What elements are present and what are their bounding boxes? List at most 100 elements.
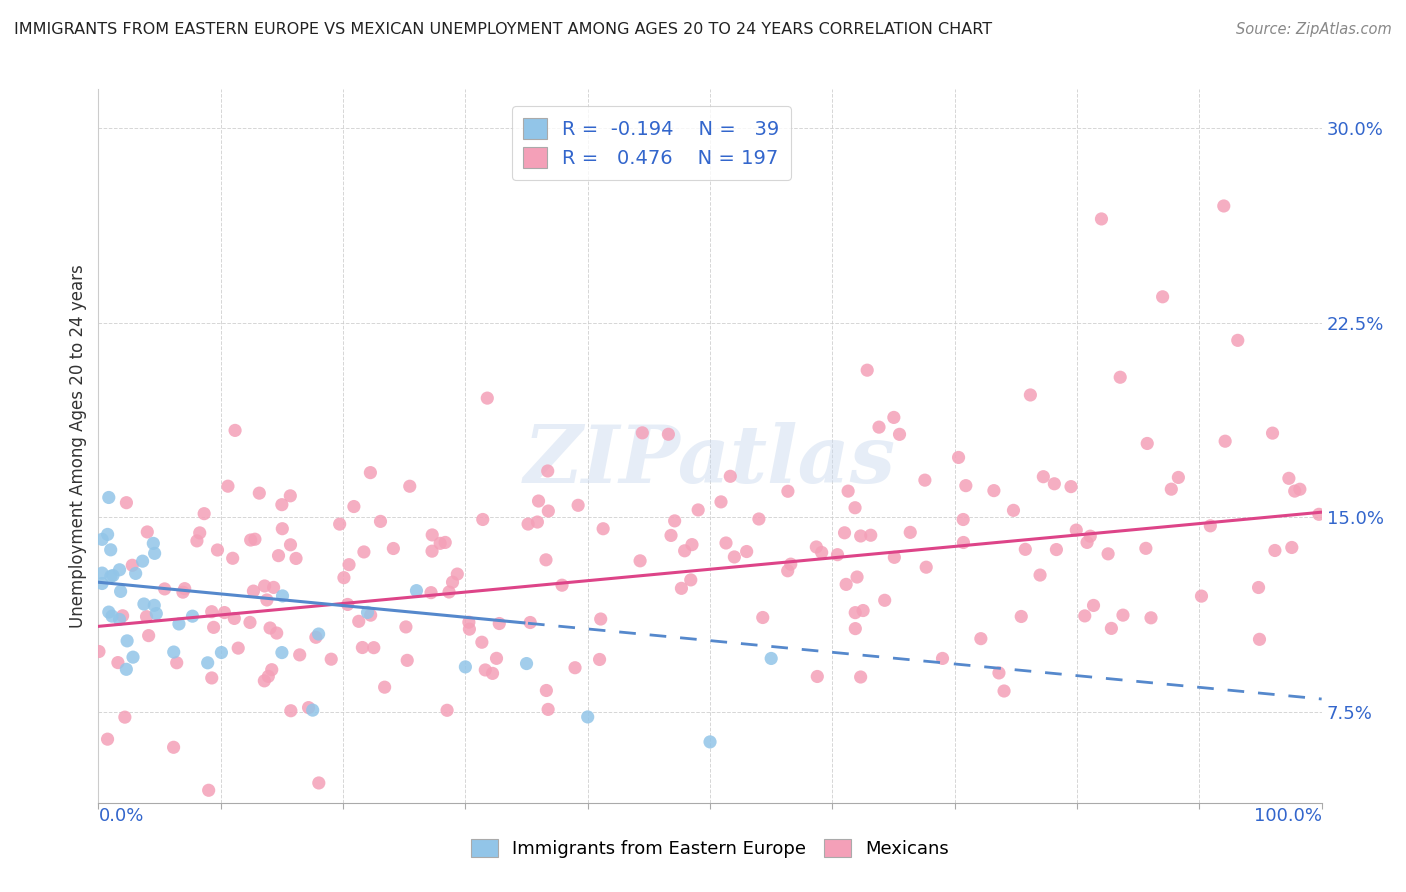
Point xyxy=(239,533,262,547)
Point xyxy=(718,469,741,483)
Point xyxy=(589,612,612,626)
Point xyxy=(297,700,319,714)
Point xyxy=(776,484,799,499)
Point xyxy=(873,593,896,607)
Point xyxy=(111,608,134,623)
Point xyxy=(806,669,828,683)
Point xyxy=(202,620,225,634)
Point xyxy=(405,583,427,598)
Point xyxy=(536,683,558,698)
Point xyxy=(1167,470,1189,484)
Point xyxy=(810,545,832,559)
Point xyxy=(110,584,132,599)
Point xyxy=(827,548,849,562)
Point xyxy=(224,611,246,625)
Point xyxy=(142,536,165,550)
Point xyxy=(859,528,882,542)
Point xyxy=(308,776,330,790)
Text: IMMIGRANTS FROM EASTERN EUROPE VS MEXICAN UNEMPLOYMENT AMONG AGES 20 TO 24 YEARS: IMMIGRANTS FROM EASTERN EUROPE VS MEXICA… xyxy=(14,22,993,37)
Point xyxy=(101,568,124,582)
Point xyxy=(1278,471,1301,485)
Point xyxy=(576,710,599,724)
Point xyxy=(454,660,477,674)
Point xyxy=(1014,542,1036,557)
Point xyxy=(488,616,510,631)
Point xyxy=(188,525,211,540)
Point xyxy=(266,626,288,640)
Point xyxy=(1191,589,1213,603)
Point xyxy=(1064,523,1087,537)
Point xyxy=(247,486,270,500)
Point xyxy=(97,491,120,505)
Point xyxy=(217,479,239,493)
Point xyxy=(420,528,443,542)
Point xyxy=(1078,529,1101,543)
Point xyxy=(1045,542,1067,557)
Text: Source: ZipAtlas.com: Source: ZipAtlas.com xyxy=(1236,22,1392,37)
Point xyxy=(471,512,494,526)
Point xyxy=(735,544,758,558)
Point xyxy=(197,656,219,670)
Point xyxy=(527,494,550,508)
Point xyxy=(1289,482,1312,496)
Point xyxy=(270,646,294,660)
Point xyxy=(201,671,224,685)
Point xyxy=(806,540,828,554)
Point xyxy=(260,663,283,677)
Point xyxy=(193,507,215,521)
Point xyxy=(551,578,574,592)
Point xyxy=(280,538,302,552)
Point xyxy=(1112,608,1135,623)
Point xyxy=(114,710,136,724)
Point xyxy=(952,512,974,526)
Point xyxy=(931,651,953,665)
Point xyxy=(115,496,138,510)
Point xyxy=(664,514,686,528)
Point xyxy=(138,629,160,643)
Point xyxy=(474,663,496,677)
Point xyxy=(263,581,285,595)
Point xyxy=(983,483,1005,498)
Point xyxy=(336,598,359,612)
Point xyxy=(253,673,276,688)
Point xyxy=(852,603,875,617)
Point xyxy=(181,609,204,624)
Point xyxy=(537,702,560,716)
Point xyxy=(87,644,110,658)
Point xyxy=(592,522,614,536)
Point xyxy=(163,645,186,659)
Point xyxy=(1043,476,1066,491)
Point xyxy=(723,549,745,564)
Point xyxy=(353,545,375,559)
Point xyxy=(748,512,770,526)
Point xyxy=(124,566,146,581)
Point xyxy=(91,533,114,547)
Point xyxy=(1212,199,1234,213)
Point xyxy=(278,489,301,503)
Point xyxy=(1074,608,1097,623)
Point xyxy=(308,627,330,641)
Point xyxy=(471,635,494,649)
Point xyxy=(889,427,911,442)
Point xyxy=(434,535,457,549)
Point xyxy=(519,615,541,630)
Point xyxy=(948,450,970,465)
Point xyxy=(153,582,176,596)
Point xyxy=(256,593,278,607)
Point xyxy=(679,573,702,587)
Point xyxy=(567,498,589,512)
Point xyxy=(356,606,378,620)
Point xyxy=(849,529,872,543)
Point xyxy=(101,609,124,624)
Point xyxy=(271,589,294,603)
Point xyxy=(681,538,703,552)
Text: 0.0%: 0.0% xyxy=(98,807,143,825)
Point xyxy=(970,632,993,646)
Point xyxy=(242,584,264,599)
Point xyxy=(883,550,905,565)
Point xyxy=(259,621,281,635)
Point xyxy=(108,563,131,577)
Text: ZIPatlas: ZIPatlas xyxy=(524,422,896,499)
Point xyxy=(481,666,503,681)
Point xyxy=(145,607,167,621)
